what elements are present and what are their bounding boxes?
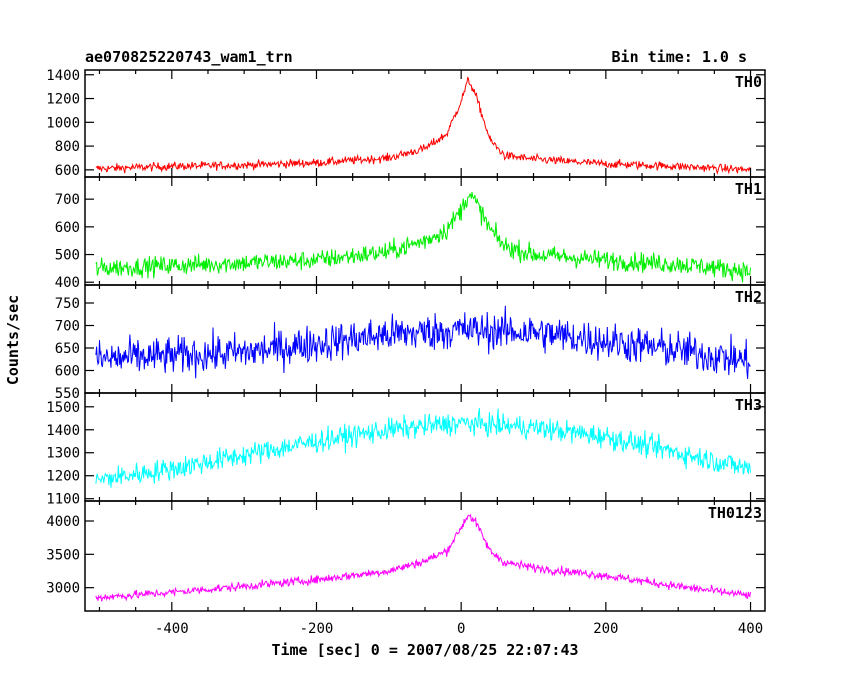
x-tick-label: -400 <box>155 621 189 637</box>
panel-frame <box>84 392 766 502</box>
x-tick-label: 400 <box>738 621 763 637</box>
y-tick-label: 1500 <box>46 400 80 416</box>
panels-group: TH0 600 800 1000 1200 1400 TH1 400 500 600 700 TH2 5… <box>46 68 766 637</box>
panel-label: TH3 <box>735 396 762 414</box>
series-line-th1 <box>95 192 751 283</box>
y-tick-label: 600 <box>55 364 80 380</box>
y-tick-label: 650 <box>55 341 80 357</box>
y-tick-label: 400 <box>55 275 80 291</box>
panel-frame <box>84 69 766 178</box>
panel-label: TH2 <box>735 288 762 306</box>
panel-frame <box>84 500 766 612</box>
series-line-th2 <box>95 305 751 379</box>
y-tick-label: 1400 <box>46 423 80 439</box>
y-tick-label: 4000 <box>46 514 80 530</box>
x-tick-label: 0 <box>457 621 465 637</box>
y-tick-label: 700 <box>55 319 80 335</box>
x-axis-label: Time [sec] 0 = 2007/08/25 22:07:43 <box>271 641 578 659</box>
y-tick-label: 1100 <box>46 492 80 508</box>
y-tick-label: 3000 <box>46 581 80 597</box>
panel-th0123: TH0123 3000 3500 4000 <box>46 500 766 612</box>
x-tick-label: 200 <box>593 621 618 637</box>
y-tick-label: 600 <box>55 220 80 236</box>
series-line-th3 <box>95 407 751 488</box>
panel-label: TH1 <box>735 180 762 198</box>
y-tick-label: 1200 <box>46 92 80 108</box>
series-line-th0123 <box>95 513 751 602</box>
y-tick-label: 1000 <box>46 115 80 131</box>
plot-title: ae070825220743_wam1_trn <box>85 48 293 66</box>
y-tick-label: 700 <box>55 192 80 208</box>
y-tick-label: 3500 <box>46 547 80 563</box>
panel-label: TH0 <box>735 73 762 91</box>
y-tick-label: 800 <box>55 139 80 155</box>
y-tick-label: 550 <box>55 386 80 402</box>
panel-th2: TH2 550 600 650 700 750 <box>55 284 766 402</box>
y-tick-label: 600 <box>55 163 80 179</box>
panel-th0: TH0 600 800 1000 1200 1400 <box>46 68 766 179</box>
bin-time-label: Bin time: 1.0 s <box>612 48 747 66</box>
y-tick-label: 750 <box>55 296 80 312</box>
series-line-th0 <box>95 76 751 175</box>
panel-label: TH0123 <box>708 504 762 522</box>
y-tick-label: 1200 <box>46 469 80 485</box>
y-tick-label: 500 <box>55 248 80 264</box>
y-tick-label: 1400 <box>46 68 80 84</box>
y-axis-label: Counts/sec <box>4 295 22 385</box>
y-tick-label: 1300 <box>46 446 80 462</box>
panel-th1: TH1 400 500 600 700 <box>55 176 766 291</box>
panel-th3: TH3 1100 1200 1300 1400 1500 <box>46 392 766 508</box>
x-tick-label: -200 <box>300 621 334 637</box>
